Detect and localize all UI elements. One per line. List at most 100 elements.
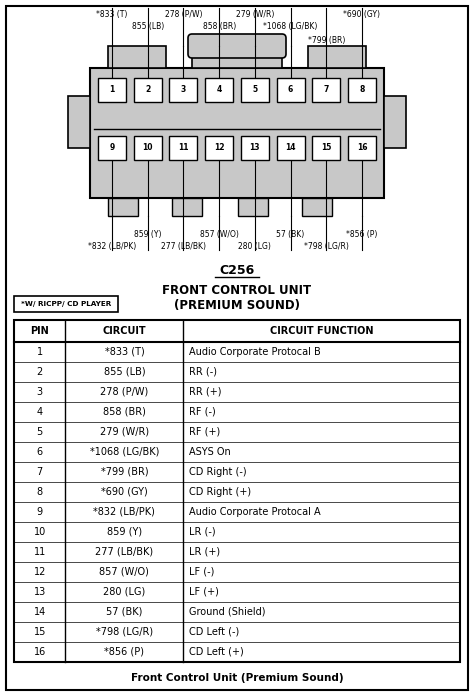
Bar [241, 78, 269, 102]
Text: 2: 2 [145, 86, 150, 95]
Text: *799 (BR): *799 (BR) [100, 467, 148, 477]
Bar [134, 78, 162, 102]
Text: 1: 1 [109, 86, 115, 95]
Text: *799 (BR): *799 (BR) [308, 35, 345, 45]
Text: 11: 11 [178, 143, 189, 152]
Bar [348, 136, 376, 159]
Bar [276, 136, 305, 159]
Text: *833 (T): *833 (T) [104, 347, 144, 357]
Text: Front Control Unit (Premium Sound): Front Control Unit (Premium Sound) [131, 673, 343, 683]
Text: ASYS On: ASYS On [190, 447, 231, 457]
Text: 16: 16 [34, 647, 46, 657]
Text: *798 (LG/R): *798 (LG/R) [304, 242, 349, 251]
Bar [169, 78, 198, 102]
Text: RR (-): RR (-) [190, 367, 218, 377]
Text: (PREMIUM SOUND): (PREMIUM SOUND) [174, 299, 300, 313]
Text: RF (-): RF (-) [190, 407, 216, 417]
Text: 3: 3 [36, 387, 43, 397]
Text: *832 (LB/PK): *832 (LB/PK) [93, 507, 155, 517]
Bar [312, 136, 340, 159]
Text: 4: 4 [36, 407, 43, 417]
Text: 12: 12 [214, 143, 224, 152]
Text: 855 (LB): 855 (LB) [104, 367, 145, 377]
Bar [172, 198, 202, 216]
Bar [108, 46, 166, 68]
Text: 5: 5 [36, 427, 43, 437]
FancyBboxPatch shape [188, 34, 286, 58]
Bar [308, 46, 366, 68]
Text: 13: 13 [34, 587, 46, 597]
Text: 9: 9 [109, 143, 115, 152]
Bar [241, 136, 269, 159]
Text: LR (-): LR (-) [190, 527, 216, 537]
Text: FRONT CONTROL UNIT: FRONT CONTROL UNIT [163, 283, 311, 296]
Text: 10: 10 [143, 143, 153, 152]
Text: *832 (LB/PK): *832 (LB/PK) [88, 242, 136, 251]
Text: CD Left (+): CD Left (+) [190, 647, 244, 657]
Text: 8: 8 [359, 86, 365, 95]
Bar [134, 136, 162, 159]
Bar [205, 78, 233, 102]
Text: 7: 7 [36, 467, 43, 477]
Text: *W/ RICPP/ CD PLAYER: *W/ RICPP/ CD PLAYER [21, 301, 111, 307]
Text: *856 (P): *856 (P) [104, 647, 145, 657]
Text: *1068 (LG/BK): *1068 (LG/BK) [264, 22, 318, 31]
Text: 15: 15 [321, 143, 331, 152]
Text: 6: 6 [288, 86, 293, 95]
Bar [348, 78, 376, 102]
Text: 1: 1 [36, 347, 43, 357]
Text: 857 (W/O): 857 (W/O) [200, 230, 238, 239]
Bar [98, 136, 126, 159]
Text: CIRCUIT: CIRCUIT [102, 326, 146, 336]
Text: 858 (BR): 858 (BR) [103, 407, 146, 417]
Text: *798 (LG/R): *798 (LG/R) [96, 627, 153, 637]
Text: 858 (BR): 858 (BR) [202, 22, 236, 31]
Text: Audio Corporate Protocal B: Audio Corporate Protocal B [190, 347, 321, 357]
Text: 14: 14 [34, 607, 46, 617]
Text: 279 (W/R): 279 (W/R) [236, 10, 274, 19]
Text: 280 (LG): 280 (LG) [238, 242, 271, 251]
Text: 859 (Y): 859 (Y) [134, 230, 162, 239]
Bar [90, 68, 384, 198]
Text: 4: 4 [217, 86, 222, 95]
Bar [238, 198, 268, 216]
Text: 277 (LB/BK): 277 (LB/BK) [95, 547, 154, 557]
Text: 277 (LB/BK): 277 (LB/BK) [161, 242, 206, 251]
Text: 9: 9 [36, 507, 43, 517]
Text: 8: 8 [36, 487, 43, 497]
Text: 57 (BK): 57 (BK) [106, 607, 143, 617]
Text: *856 (P): *856 (P) [346, 230, 378, 239]
Text: *690 (GY): *690 (GY) [101, 487, 148, 497]
Text: C256: C256 [219, 264, 255, 276]
Text: Ground (Shield): Ground (Shield) [190, 607, 266, 617]
Text: 859 (Y): 859 (Y) [107, 527, 142, 537]
Bar [169, 136, 198, 159]
Text: 10: 10 [34, 527, 46, 537]
Text: 279 (W/R): 279 (W/R) [100, 427, 149, 437]
Text: CIRCUIT FUNCTION: CIRCUIT FUNCTION [270, 326, 374, 336]
Text: RR (+): RR (+) [190, 387, 222, 397]
Bar [384, 96, 406, 148]
Text: LF (+): LF (+) [190, 587, 219, 597]
Bar [312, 78, 340, 102]
Bar [108, 198, 138, 216]
Text: 5: 5 [252, 86, 257, 95]
Text: 57 (BK): 57 (BK) [276, 230, 305, 239]
Text: RF (+): RF (+) [190, 427, 221, 437]
Bar [302, 198, 332, 216]
Text: LF (-): LF (-) [190, 567, 215, 577]
Text: PIN: PIN [30, 326, 49, 336]
Text: 280 (LG): 280 (LG) [103, 587, 146, 597]
Text: CD Left (-): CD Left (-) [190, 627, 240, 637]
Text: 12: 12 [34, 567, 46, 577]
Text: 3: 3 [181, 86, 186, 95]
Text: 7: 7 [324, 86, 329, 95]
Bar [68, 96, 90, 148]
Bar [192, 38, 282, 68]
Text: CD Right (-): CD Right (-) [190, 467, 247, 477]
Text: *1068 (LG/BK): *1068 (LG/BK) [90, 447, 159, 457]
Bar [205, 136, 233, 159]
Text: Audio Corporate Protocal A: Audio Corporate Protocal A [190, 507, 321, 517]
Text: 857 (W/O): 857 (W/O) [100, 567, 149, 577]
Bar [14, 320, 460, 662]
